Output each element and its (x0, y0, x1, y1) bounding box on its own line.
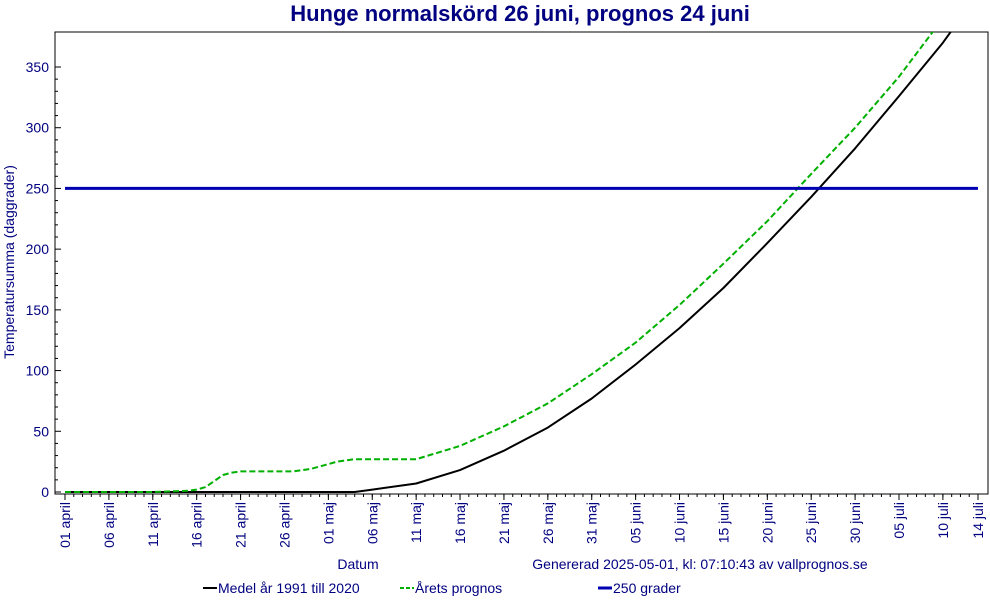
x-tick-label: 21 maj (496, 502, 512, 544)
x-tick-label: 14 juli (970, 502, 986, 539)
x-axis-label: Datum (337, 556, 378, 572)
y-tick-label: 50 (33, 423, 49, 439)
plot-frame (54, 31, 989, 495)
x-axis-ticks: 01 april 06 april 11 april 16 april 21 april… (57, 494, 986, 548)
x-tick-label: 16 maj (452, 502, 468, 544)
y-tick-label: 100 (26, 363, 50, 379)
x-tick-label: 06 maj (364, 502, 380, 544)
y-axis-label: Temperatursumma (daggrader) (1, 165, 17, 359)
x-tick-label: 20 juni (759, 502, 775, 543)
y-tick-label: 350 (26, 59, 50, 75)
x-tick-label: 26 maj (540, 502, 556, 544)
y-axis-ticks: 0 50 100 150 200 250 300 350 (26, 59, 61, 500)
x-tick-label: 26 april (276, 502, 292, 548)
legend: Medel år 1991 till 2020 Årets prognos 250 … (203, 580, 681, 596)
series-lines (65, 32, 978, 493)
x-tick-label: 01 maj (320, 502, 336, 544)
x-tick-label: 11 april (145, 502, 161, 547)
y-tick-label: 200 (26, 241, 50, 257)
chart-title: Hunge normalskörd 26 juni, prognos 24 ju… (290, 1, 750, 26)
x-tick-label: 21 april (233, 502, 249, 548)
x-tick-label: 05 juni (628, 502, 644, 543)
legend-label: Medel år 1991 till 2020 (218, 580, 360, 596)
x-tick-label: 31 maj (584, 502, 600, 544)
x-tick-label: 11 maj (408, 502, 424, 543)
x-tick-label: 15 juni (715, 502, 731, 543)
x-tick-label: 16 april (189, 502, 205, 548)
series-line (65, 32, 952, 493)
generated-note: Genererad 2025-05-01, kl: 07:10:43 av va… (532, 556, 868, 572)
legend-label: 250 grader (613, 580, 681, 596)
x-tick-label: 25 juni (803, 502, 819, 543)
series-line (65, 32, 934, 493)
x-tick-label: 05 juli (891, 502, 907, 539)
legend-label: Årets prognos (415, 580, 502, 596)
x-tick-label: 30 juni (847, 502, 863, 543)
y-tick-label: 300 (26, 120, 50, 136)
x-tick-label: 10 juni (672, 502, 688, 543)
x-tick-label: 01 april (57, 502, 73, 548)
y-tick-label: 0 (41, 484, 49, 500)
y-tick-label: 250 (26, 180, 50, 196)
y-tick-label: 150 (26, 302, 50, 318)
x-tick-label: 06 april (101, 502, 117, 548)
x-tick-label: 10 juli (935, 502, 951, 539)
